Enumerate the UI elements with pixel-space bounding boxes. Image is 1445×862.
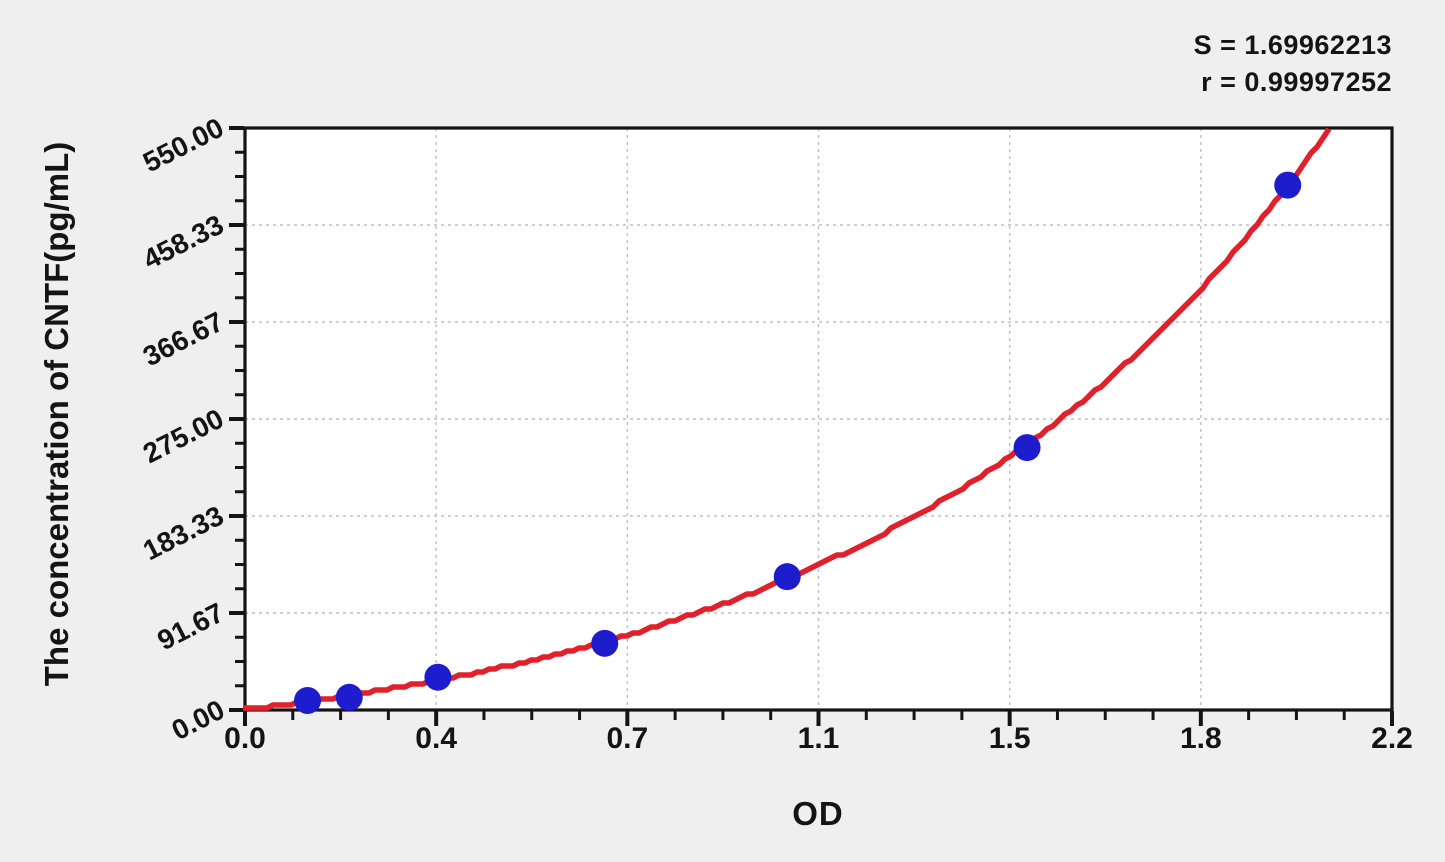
x-tick-label: 0.7 — [606, 722, 649, 755]
data-point — [1274, 171, 1302, 199]
x-tick-label: 1.8 — [1179, 722, 1222, 755]
data-point — [1013, 434, 1041, 462]
fit-statistics: S = 1.69962213 r = 0.99997252 — [1194, 27, 1392, 101]
x-axis-title: OD — [792, 795, 844, 832]
data-point — [773, 563, 801, 591]
x-tick-label: 0.4 — [415, 722, 458, 755]
x-tick-label: 1.5 — [988, 722, 1031, 755]
data-point — [335, 683, 363, 711]
data-point — [294, 686, 322, 714]
stat-r-value: r = 0.99997252 — [1201, 67, 1392, 97]
x-tick-label: 0.0 — [224, 722, 266, 755]
gridlines — [245, 128, 1392, 710]
x-tick-label: 1.1 — [797, 722, 840, 755]
plot-border — [243, 126, 1394, 712]
axis-ticks — [229, 126, 1394, 726]
stat-s-value: S = 1.69962213 — [1193, 30, 1392, 60]
data-points — [294, 171, 1302, 714]
data-point — [591, 629, 619, 657]
data-point — [424, 663, 452, 691]
x-tick-label: 2.2 — [1371, 722, 1413, 755]
